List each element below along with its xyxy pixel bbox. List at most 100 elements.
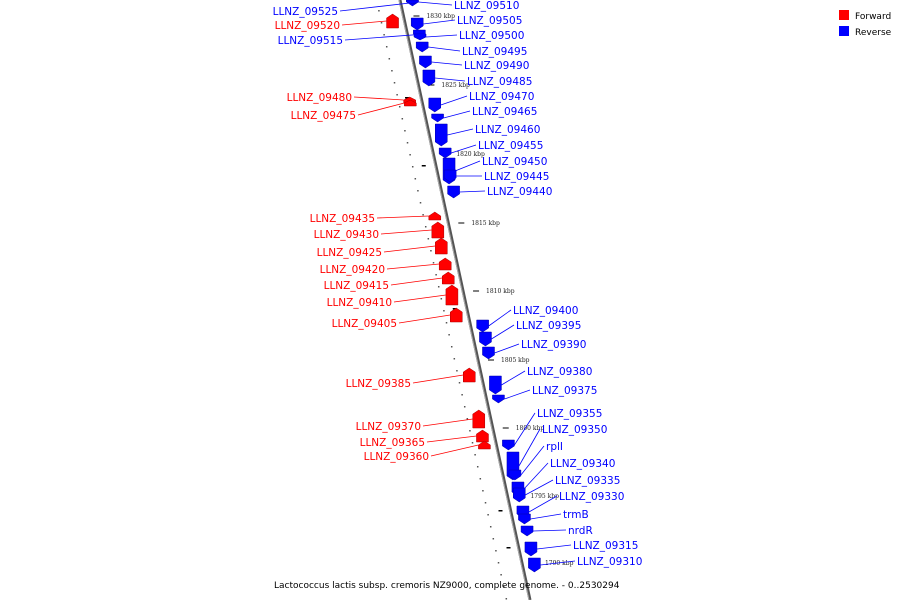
reverse-gene[interactable]: [438, 147, 452, 159]
gene-label[interactable]: LLNZ_09455: [478, 140, 543, 152]
reverse-gene[interactable]: [422, 69, 436, 87]
label-leader-line: [525, 479, 554, 496]
gene-label[interactable]: LLNZ_09510: [454, 0, 519, 12]
gene-label[interactable]: LLNZ_09365: [360, 437, 425, 449]
reverse-gene[interactable]: [492, 394, 505, 404]
gene-label[interactable]: LLNZ_09425: [317, 247, 382, 259]
gene-label[interactable]: LLNZ_09525: [273, 6, 338, 18]
label-leader-line: [393, 294, 446, 303]
reverse-gene[interactable]: [520, 525, 534, 537]
reverse-gene[interactable]: [419, 55, 432, 69]
gene-label[interactable]: LLNZ_09405: [332, 318, 397, 330]
gene-label[interactable]: LLNZ_09390: [521, 339, 586, 351]
gene-label[interactable]: LLNZ_09500: [459, 30, 524, 42]
gene-label[interactable]: rplI: [546, 441, 563, 453]
kbp-tick-label: 1810 kbp: [486, 288, 515, 295]
track-dot: [422, 214, 424, 216]
forward-gene[interactable]: [431, 221, 445, 239]
label-leader-line: [357, 102, 405, 116]
forward-gene[interactable]: [404, 99, 417, 107]
genes: [386, 0, 541, 573]
reverse-gene[interactable]: [410, 17, 424, 31]
gene-label[interactable]: trmB: [563, 509, 589, 521]
gene-label[interactable]: nrdR: [568, 525, 593, 537]
gene-label[interactable]: LLNZ_09340: [550, 458, 615, 470]
reverse-gene[interactable]: [508, 469, 522, 481]
gene-label[interactable]: LLNZ_09445: [484, 171, 549, 183]
reverse-gene[interactable]: [513, 487, 526, 503]
forward-gene[interactable]: [438, 257, 452, 271]
label-leader-line: [434, 77, 466, 82]
track-dot: [409, 154, 411, 156]
forward-gene[interactable]: [386, 13, 399, 29]
reverse-gene[interactable]: [435, 123, 448, 147]
label-leader-line: [423, 19, 456, 25]
reverse-gene[interactable]: [489, 375, 502, 395]
gene-label[interactable]: LLNZ_09395: [516, 320, 581, 332]
gene-label[interactable]: LLNZ_09430: [314, 229, 379, 241]
forward-gene[interactable]: [450, 307, 463, 323]
gene-label[interactable]: LLNZ_09380: [527, 366, 592, 378]
gene-label[interactable]: LLNZ_09470: [469, 91, 534, 103]
gene-label[interactable]: LLNZ_09515: [278, 35, 343, 47]
track-dot: [445, 322, 448, 324]
gene-label[interactable]: LLNZ_09355: [537, 408, 602, 420]
reverse-gene[interactable]: [447, 185, 460, 199]
kbp-tick-label: 1830 kbp: [426, 13, 455, 20]
gene-label[interactable]: LLNZ_09485: [467, 76, 532, 88]
track-dot: [424, 226, 427, 228]
gene-label[interactable]: LLNZ_09475: [291, 110, 356, 122]
gene-label[interactable]: LLNZ_09435: [310, 213, 375, 225]
forward-gene[interactable]: [435, 237, 448, 255]
reverse-gene[interactable]: [482, 346, 495, 360]
gene-labels: LLNZ_09520 LLNZ_09480 LLNZ_09475 LLNZ_09435…: [273, 0, 643, 568]
forward-gene[interactable]: [478, 440, 491, 450]
gene-label[interactable]: LLNZ_09410: [327, 297, 392, 309]
gene-label[interactable]: LLNZ_09460: [475, 124, 540, 136]
gene-label[interactable]: LLNZ_09465: [472, 106, 537, 118]
gene-label[interactable]: LLNZ_09440: [487, 186, 552, 198]
reverse-gene[interactable]: [428, 97, 441, 113]
gene-label[interactable]: LLNZ_09335: [555, 475, 620, 487]
forward-gene[interactable]: [463, 367, 476, 383]
gene-label[interactable]: LLNZ_09420: [320, 264, 385, 276]
reverse-gene[interactable]: [518, 513, 531, 525]
reverse-gene[interactable]: [502, 439, 515, 451]
gene-label[interactable]: LLNZ_09370: [356, 421, 421, 433]
label-leader-line: [523, 462, 549, 490]
reverse-gene[interactable]: [524, 541, 538, 557]
gene-label[interactable]: LLNZ_09315: [573, 540, 638, 552]
track-dot: [391, 70, 393, 72]
forward-gene[interactable]: [476, 429, 489, 443]
reverse-gene[interactable]: [415, 41, 429, 53]
gene-label[interactable]: LLNZ_09375: [532, 385, 597, 397]
reverse-gene[interactable]: [476, 319, 489, 333]
gene-label[interactable]: LLNZ_09385: [346, 378, 411, 390]
gene-label[interactable]: LLNZ_09415: [324, 280, 389, 292]
label-leader-line: [447, 128, 474, 136]
gene-label[interactable]: LLNZ_09400: [513, 305, 578, 317]
reverse-gene[interactable]: [479, 331, 492, 347]
kbp-tick-label: 1825 kbp: [441, 82, 470, 89]
gene-label[interactable]: LLNZ_09450: [482, 156, 547, 168]
reverse-gene[interactable]: [528, 557, 541, 573]
gene-label[interactable]: LLNZ_09310: [577, 556, 642, 568]
gene-label[interactable]: LLNZ_09505: [457, 15, 522, 27]
reverse-gene[interactable]: [443, 169, 457, 183]
forward-gene[interactable]: [472, 409, 486, 429]
track-dot: [443, 310, 445, 312]
gene-label[interactable]: LLNZ_09520: [275, 20, 340, 32]
gene-label[interactable]: LLNZ_09360: [364, 451, 429, 463]
track-dot: [500, 574, 502, 576]
gene-label[interactable]: LLNZ_09350: [542, 424, 607, 436]
gene-label[interactable]: LLNZ_09480: [287, 92, 352, 104]
gene-label[interactable]: LLNZ_09495: [462, 46, 527, 58]
gene-label[interactable]: LLNZ_09330: [559, 491, 624, 503]
gene-label[interactable]: LLNZ_09490: [464, 60, 529, 72]
reverse-gene[interactable]: [431, 113, 444, 123]
genome-caption: Lactococcus lactis subsp. cremoris NZ900…: [274, 581, 620, 591]
forward-gene[interactable]: [428, 211, 442, 221]
forward-gene[interactable]: [445, 284, 459, 306]
forward-gene[interactable]: [441, 271, 455, 285]
track-mark: [498, 510, 503, 512]
